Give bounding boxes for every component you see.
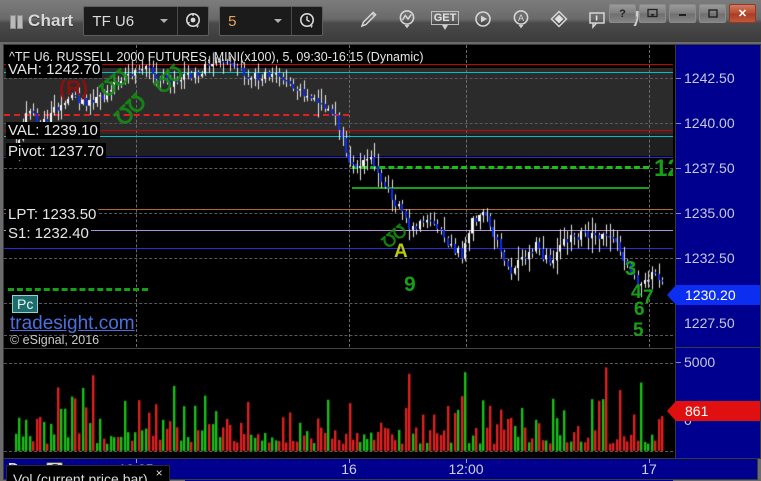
shapes-button[interactable] (542, 4, 576, 38)
pencil-icon (358, 8, 380, 35)
annotation-3: 3 (625, 258, 637, 280)
get-icon: GET (430, 10, 460, 32)
r-marker: (R) (59, 77, 89, 100)
volume-legend[interactable]: Vol (current price bar) × (6, 465, 170, 481)
annotation-6: 6 (634, 299, 645, 320)
symbol-lookup-icon (184, 12, 202, 30)
studies-button[interactable] (390, 4, 424, 38)
price-tick: 1237.50 (684, 160, 735, 176)
price-tag-arrow (667, 285, 676, 305)
volume-tick: 5000 (684, 354, 716, 370)
chevron-down-icon[interactable] (160, 19, 169, 23)
symbol-value: TF U6 (92, 12, 135, 30)
tickmark (466, 459, 467, 463)
price-tick: 1240.00 (684, 115, 735, 131)
symbol-combo[interactable]: TF U6 (83, 6, 210, 36)
window-controls: ? ✕ (609, 4, 756, 23)
price-scale[interactable]: 1242.50 1240.00 1237.50 1235.00 1232.50 … (667, 44, 761, 348)
time-interval-icon (298, 12, 316, 30)
comment-button[interactable] (580, 4, 614, 38)
diamond-icon (548, 8, 570, 35)
tickmark (676, 78, 681, 79)
drawing-toolbar: GET A (352, 0, 652, 42)
current-volume-value: 861 (685, 403, 709, 419)
tickmark (349, 459, 350, 463)
tickmark (676, 123, 681, 124)
s1-label: S1: 1232.40 (6, 225, 91, 242)
tickmark (676, 258, 681, 259)
current-price-value: 1230.20 (685, 287, 736, 303)
plot-area[interactable]: ℧℧ ℧℧ ℧℧ ℧℧ 12 A 9 3 4 7 6 5 (R) ^TF U6,… (3, 44, 676, 459)
annotation-5: 5 (633, 320, 644, 341)
tickmark (676, 213, 681, 214)
close-button[interactable]: ✕ (729, 4, 756, 23)
time-tick: 17 (641, 461, 657, 477)
time-tick: 16 (341, 461, 357, 477)
price-tick: 1235.00 (684, 205, 735, 221)
divider (291, 7, 293, 35)
annotation-a: A (394, 241, 408, 262)
interval-picker-button[interactable] (292, 7, 322, 35)
pivot-label: Pivot: 1237.70 (6, 143, 106, 160)
volume-pane[interactable] (4, 348, 673, 458)
chevron-down-icon[interactable] (274, 19, 283, 23)
play-button[interactable] (466, 4, 500, 38)
annotation-12: 12 (654, 155, 673, 182)
toolbar-left: Chart TF U6 (0, 0, 324, 42)
tickmark (676, 168, 681, 169)
interval-combo[interactable]: 5 (219, 6, 324, 36)
current-volume-tag: 861 (667, 401, 760, 421)
chart-title: ^TF U6, RUSSELL 2000 FUTURES, MINI(x100)… (9, 50, 424, 64)
price-tick: 1232.50 (684, 250, 735, 266)
price-tick: 1227.50 (684, 315, 735, 331)
volume-scale[interactable]: 5000 0 861 (667, 347, 761, 459)
lpt-label: LPT: 1233.50 (6, 206, 99, 223)
window-grip-icon (9, 13, 25, 29)
tickmark (136, 459, 137, 463)
time-tick: 12:00 (448, 461, 484, 477)
app-title: Chart (28, 11, 74, 30)
val-label: VAL: 1239.10 (6, 122, 100, 139)
tickmark (676, 362, 681, 363)
annotation-9: 9 (404, 273, 416, 296)
close-icon[interactable]: × (155, 466, 163, 480)
maximize-button[interactable] (699, 4, 726, 23)
annotation-4: 4 (631, 282, 642, 303)
text-A-icon: A (510, 8, 532, 35)
callout-icon (586, 8, 608, 35)
pc-badge: Pc (12, 295, 39, 313)
volume-bars (4, 349, 673, 458)
copyright-text: © eSignal, 2016 (10, 333, 100, 347)
volume-tag-arrow (667, 401, 676, 421)
volume-legend-label: Vol (current price bar) (13, 470, 148, 481)
get-icon-text: GET (430, 10, 460, 25)
tradesight-link[interactable]: tradesight.com (10, 313, 135, 334)
vah-label: VAH: 1242.70 (6, 61, 103, 78)
price-tick: 1242.50 (684, 70, 735, 86)
help-button[interactable]: ? (609, 4, 636, 23)
chart-line-icon (396, 8, 418, 35)
minimize-button[interactable] (669, 4, 696, 23)
price-pane[interactable]: ℧℧ ℧℧ ℧℧ ℧℧ 12 A 9 3 4 7 6 5 (R) ^TF U6,… (4, 45, 673, 347)
svg-text:A: A (518, 13, 524, 23)
price-candles (4, 45, 673, 347)
annotation-7: 7 (643, 287, 654, 308)
annotate-button[interactable]: A (504, 4, 538, 38)
tickmark (649, 459, 650, 463)
play-icon (472, 8, 494, 35)
interval-value: 5 (228, 12, 237, 30)
get-symbol-button[interactable]: GET (428, 4, 462, 38)
current-price-tag: 1230.20 (667, 285, 760, 305)
restore-button[interactable] (639, 4, 666, 23)
title-bar: Chart TF U6 (0, 0, 761, 43)
divider (177, 7, 179, 35)
symbol-lookup-button[interactable] (178, 7, 208, 35)
chart-frame: ℧℧ ℧℧ ℧℧ ℧℧ 12 A 9 3 4 7 6 5 (R) ^TF U6,… (0, 42, 761, 481)
draw-pencil-button[interactable] (352, 4, 386, 38)
